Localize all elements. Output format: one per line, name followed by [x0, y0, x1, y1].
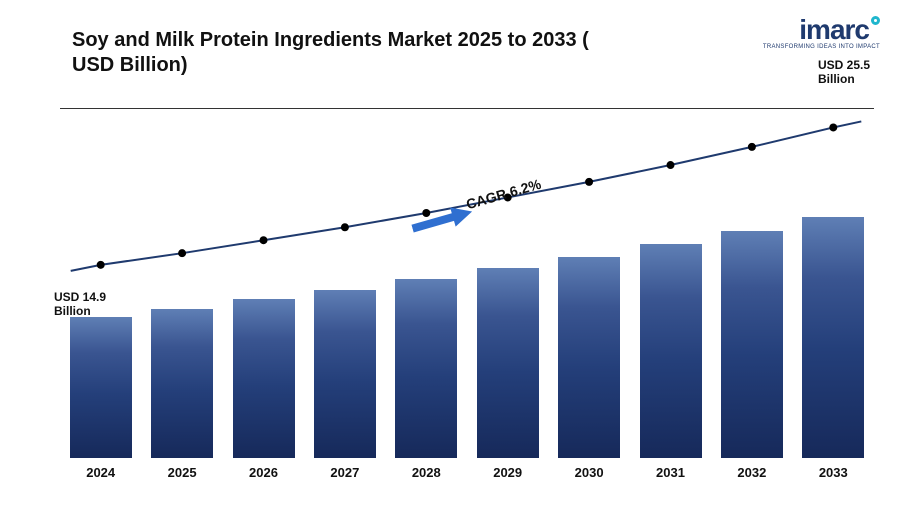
x-axis-label: 2030 — [558, 465, 620, 480]
bar — [233, 299, 295, 458]
bar — [70, 317, 132, 458]
page: Soy and Milk Protein Ingredients Market … — [0, 0, 898, 509]
x-axis-label: 2028 — [395, 465, 457, 480]
x-axis-label: 2024 — [70, 465, 132, 480]
x-axis-label: 2031 — [640, 465, 702, 480]
bar — [640, 244, 702, 458]
bar — [802, 217, 864, 458]
chart-area: 2024202520262027202820292030203120322033… — [60, 108, 874, 458]
bar — [151, 309, 213, 458]
end-value-callout: USD 25.5 Billion — [818, 58, 888, 87]
bar — [314, 290, 376, 458]
bar — [395, 279, 457, 458]
x-axis-label: 2032 — [721, 465, 783, 480]
logo-dot-icon — [871, 16, 880, 25]
bar — [477, 268, 539, 458]
chart-title: Soy and Milk Protein Ingredients Market … — [72, 28, 632, 78]
x-axis-label: 2025 — [151, 465, 213, 480]
x-axis-label: 2029 — [477, 465, 539, 480]
bars-layer: 2024202520262027202820292030203120322033 — [60, 108, 874, 458]
x-axis-label: 2026 — [233, 465, 295, 480]
x-axis-label: 2033 — [802, 465, 864, 480]
brand-logo: imarc TRANSFORMING IDEAS INTO IMPACT — [763, 14, 880, 50]
bar — [558, 257, 620, 458]
start-value-callout: USD 14.9 Billion — [54, 290, 124, 319]
logo-tagline: TRANSFORMING IDEAS INTO IMPACT — [763, 44, 880, 50]
x-axis-label: 2027 — [314, 465, 376, 480]
bar — [721, 231, 783, 458]
logo-word: imarc — [763, 14, 880, 46]
